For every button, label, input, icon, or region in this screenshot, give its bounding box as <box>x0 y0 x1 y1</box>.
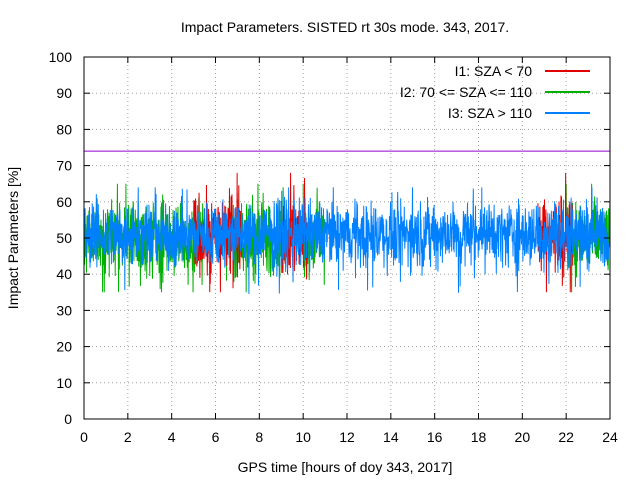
x-tick-label-9: 18 <box>471 429 487 445</box>
y-tick-label-2: 20 <box>56 339 72 355</box>
x-tick-label-12: 24 <box>602 429 618 445</box>
x-tick-label-7: 14 <box>383 429 399 445</box>
legend-label-2: I2: 70 <= SZA <= 110 <box>400 84 532 100</box>
x-tick-label-10: 20 <box>515 429 531 445</box>
legend-label-3: I3: SZA > 110 <box>448 105 532 121</box>
data-series <box>83 172 611 294</box>
x-tick-label-11: 22 <box>558 429 574 445</box>
x-axis-label: GPS time [hours of doy 343, 2017] <box>238 459 453 475</box>
y-tick-label-4: 40 <box>56 266 72 282</box>
y-tick-label-10: 100 <box>49 49 73 65</box>
series-3 <box>83 187 611 294</box>
y-tick-label-7: 70 <box>56 158 72 174</box>
legend: I1: SZA < 70 I2: 70 <= SZA <= 110 I3: SZA … <box>400 63 590 121</box>
x-tick-label-2: 4 <box>168 429 176 445</box>
y-tick-label-5: 50 <box>56 230 72 246</box>
chart-title: Impact Parameters. SISTED rt 30s mode. 3… <box>181 19 509 35</box>
y-tick-label-8: 80 <box>56 121 72 137</box>
x-tick-label-3: 6 <box>212 429 220 445</box>
y-tick-label-3: 30 <box>56 302 72 318</box>
x-tick-label-4: 8 <box>255 429 263 445</box>
y-tick-label-9: 90 <box>56 85 72 101</box>
x-tick-label-5: 10 <box>295 429 311 445</box>
x-tick-label-6: 12 <box>339 429 355 445</box>
axis-ticks: 0 2 4 6 8 10 12 14 16 18 20 22 240102030405060708090… <box>49 49 618 445</box>
legend-label-1: I1: SZA < 70 <box>455 63 533 79</box>
y-axis-label: Impact Parameters [%] <box>5 167 21 309</box>
x-tick-label-0: 0 <box>80 429 88 445</box>
x-tick-label-8: 16 <box>427 429 443 445</box>
x-tick-label-1: 2 <box>124 429 132 445</box>
y-tick-label-1: 10 <box>56 375 72 391</box>
series-3-trace-0 <box>83 187 611 294</box>
y-tick-label-6: 60 <box>56 194 72 210</box>
y-tick-label-0: 0 <box>64 411 72 427</box>
